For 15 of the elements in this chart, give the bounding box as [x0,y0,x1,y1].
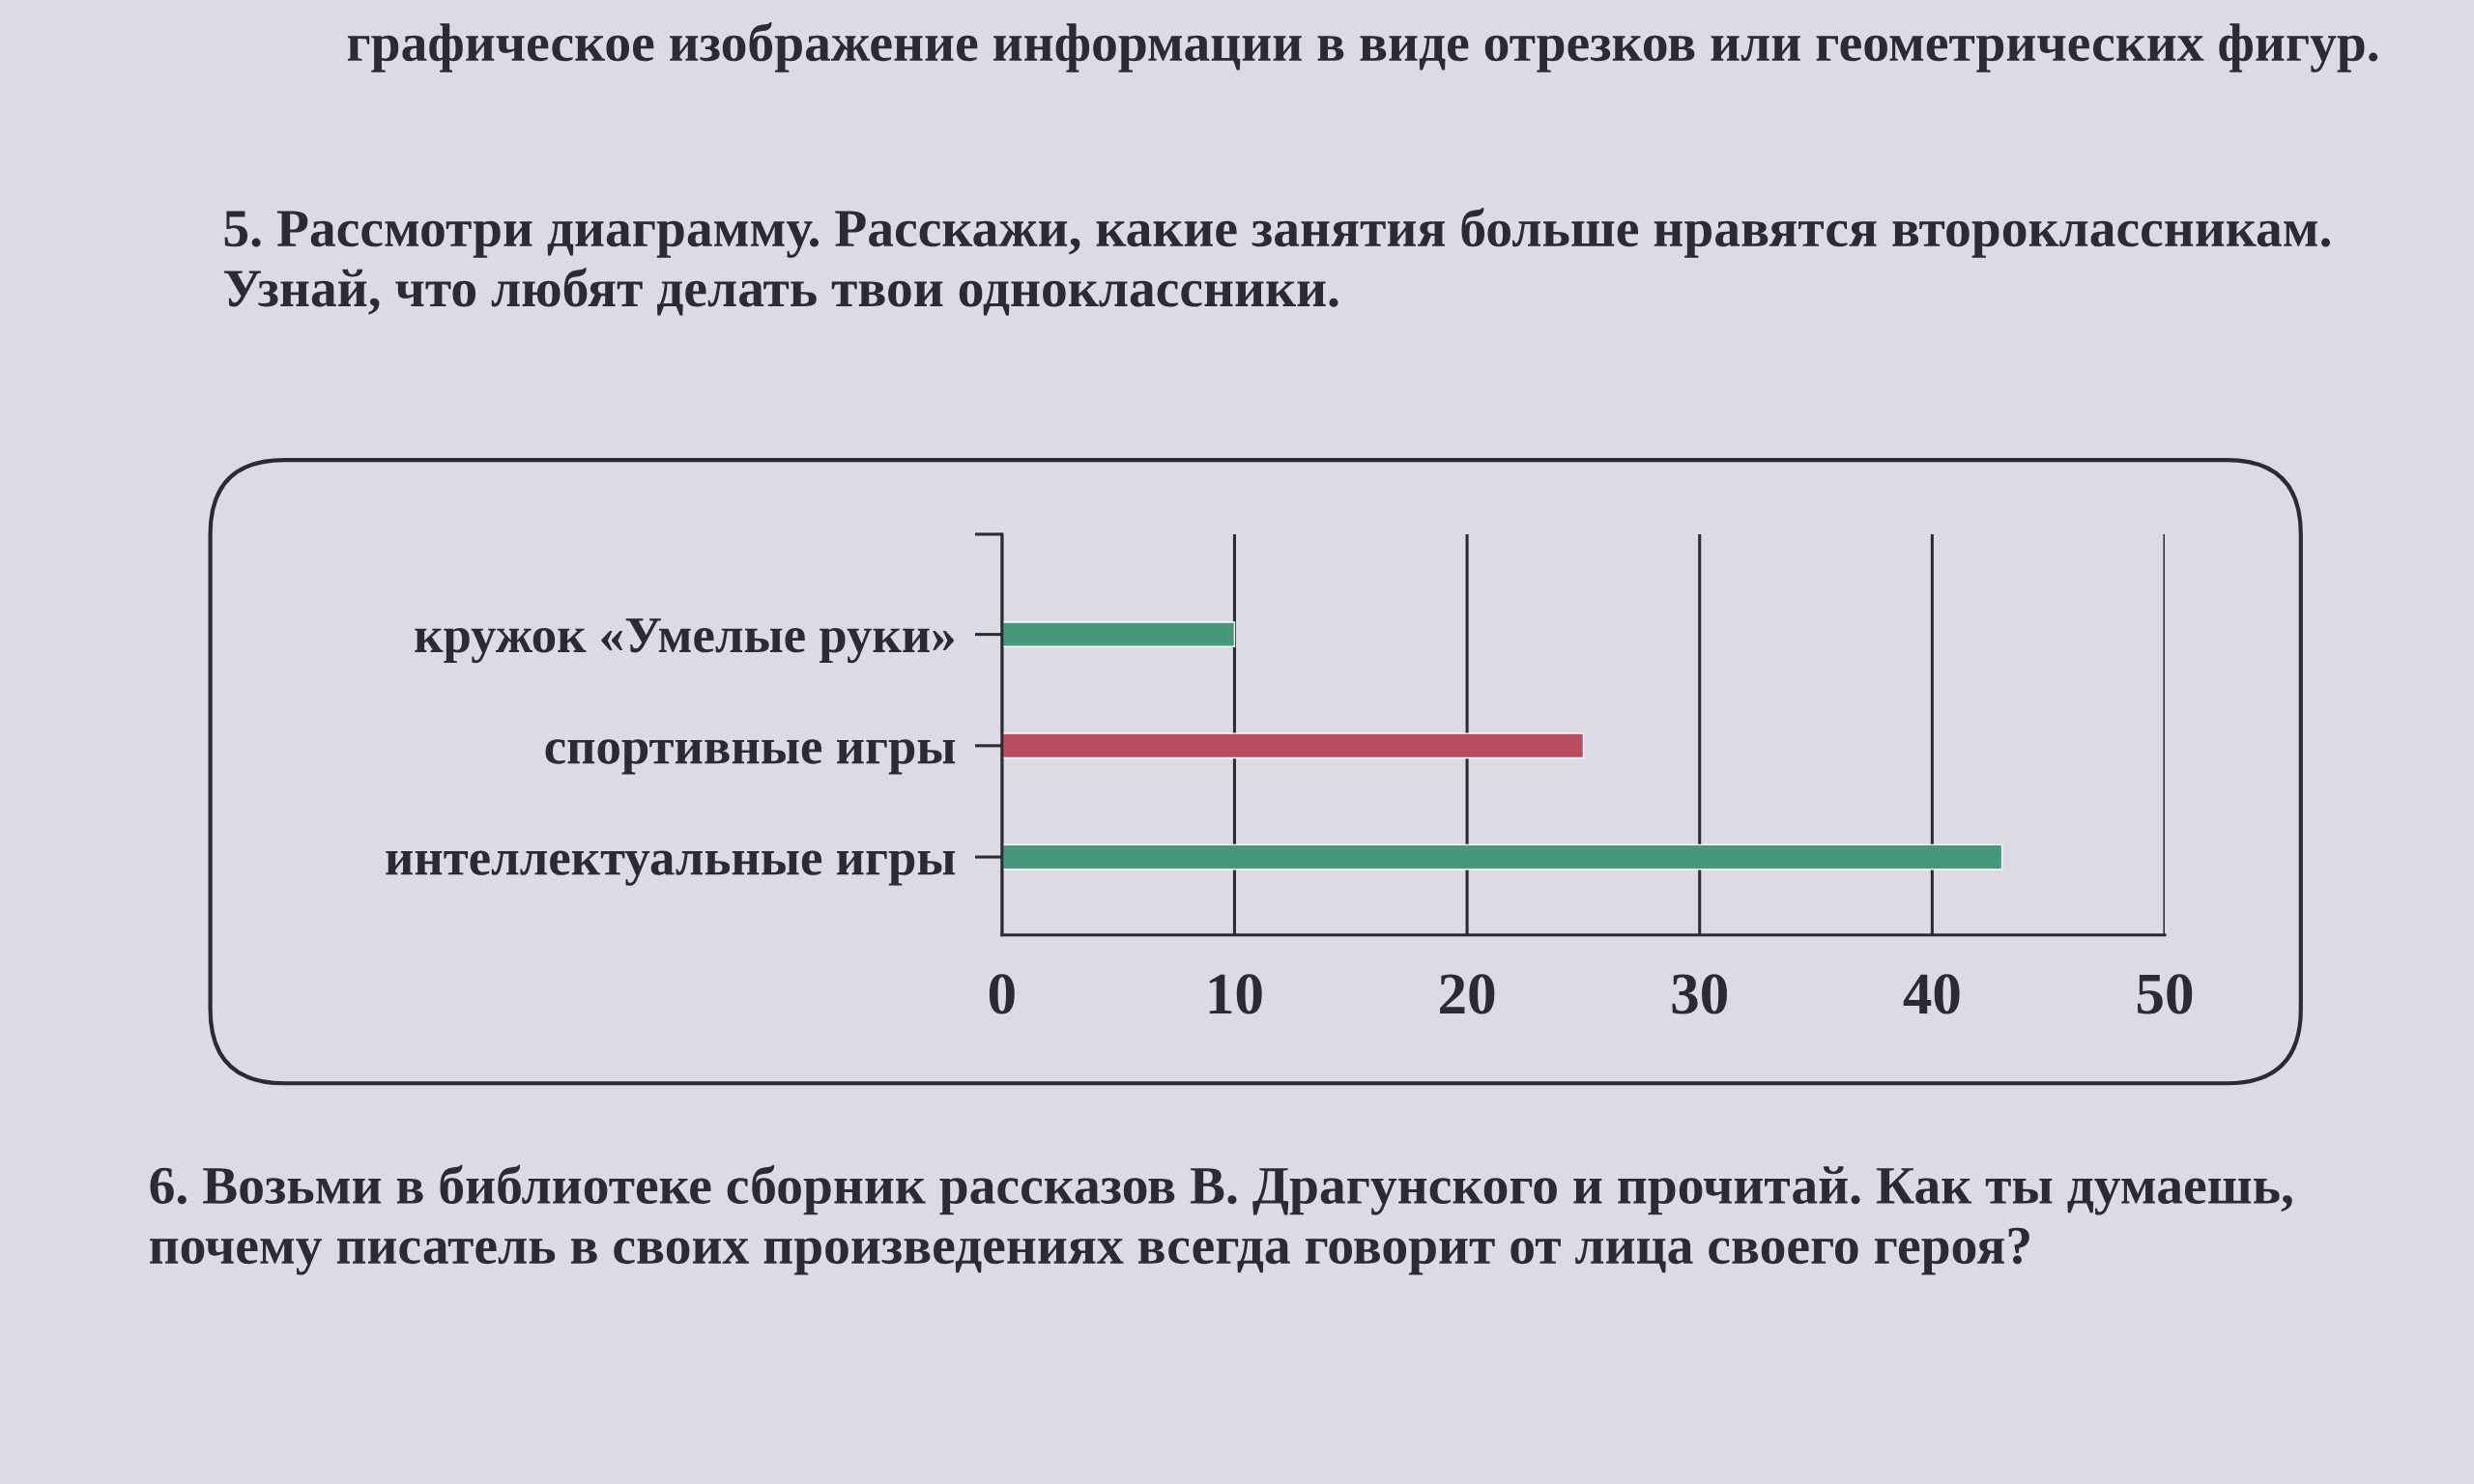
x-tick-label: 50 [2137,974,2193,1014]
x-tick-label: 20 [1440,974,1495,1014]
chart-title: 5. Рассмотри диаграмму. Расскажи, какие занятия больше нравятся второклассникам. Узнай, что любят делать твои одноклассники. [223,208,2331,316]
y-tick-label: интеллектуальные игры [386,850,956,886]
text: графическое изображение информации в виде отрезков или геометрических фигур. [347,22,2378,72]
x-tick-label: 30 [1672,974,1727,1014]
text: 6. Возьми в библиотеке сборник рассказов В. Драгунского и прочитай. Как ты думаешь, почему писатель в своих произведениях всегда говорит от лица своего героя? [150,1164,2292,1275]
bar [1001,843,2003,870]
y-tick-label: спортивные игры [545,739,956,775]
y-tick-label: кружок «Умелые руки» [415,618,954,664]
x-tick-label: 40 [1903,974,1960,1014]
bar [1001,621,1236,648]
x-tick-label: 10 [1209,974,1262,1014]
bar [1001,732,1585,759]
x-tick-label: 0 [989,974,1015,1014]
